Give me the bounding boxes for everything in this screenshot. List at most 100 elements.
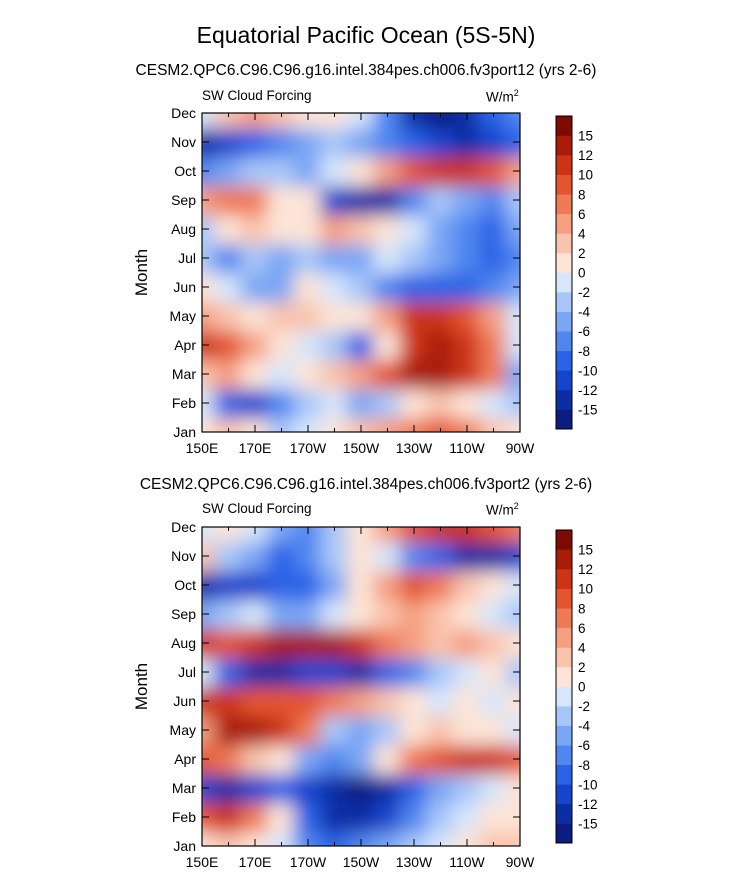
panel-1-cell xyxy=(373,126,402,158)
panel-2-cell xyxy=(202,772,217,804)
panel-1-cell xyxy=(320,271,349,303)
panel-2-colorbar-label: 0 xyxy=(578,680,586,695)
panel-1-cell xyxy=(505,358,520,390)
panel-1-cell xyxy=(293,387,323,419)
panel-2-cell xyxy=(267,527,296,543)
panel-1-cell xyxy=(399,213,429,245)
panel-2-ytick-label: Jul xyxy=(178,664,196,680)
panel-1-ytick-label: Jun xyxy=(173,279,196,295)
panel-1-cell xyxy=(346,416,376,432)
panel-2-cell xyxy=(452,656,482,688)
panel-2-colorbar-label: 4 xyxy=(578,640,586,655)
panel-2-colorbar-label: 6 xyxy=(578,621,586,636)
panel-2-cell xyxy=(452,540,482,572)
panel-2-ytick-label: May xyxy=(170,722,196,738)
panel-1-cell xyxy=(505,184,520,216)
panel-2-colorbar-label: 10 xyxy=(578,582,593,597)
panel-1-cell xyxy=(214,184,243,216)
panel-2-cell xyxy=(214,627,243,659)
panel-2-cell xyxy=(346,540,376,572)
panel-1-colorbar-box xyxy=(556,213,572,234)
panel-2-cell xyxy=(293,540,323,572)
panel-1-cell xyxy=(346,184,376,216)
panel-1-colorbar-box xyxy=(556,331,572,352)
panel-1-cell xyxy=(202,329,217,361)
panel-1-ytick-label: Sep xyxy=(171,192,196,208)
panel-1-colorbar-label: -15 xyxy=(578,402,598,417)
panel-2-cell xyxy=(426,830,455,846)
panel-1-cell xyxy=(452,358,482,390)
panel-2-cell xyxy=(214,685,243,717)
panel-2-heatmap xyxy=(202,527,520,846)
panel-1-cell xyxy=(505,242,520,274)
panel-1-xtick-label: 170W xyxy=(290,440,327,456)
panel-1-cell xyxy=(214,155,243,187)
panel-2-cell xyxy=(240,714,270,746)
panel-2-cell xyxy=(426,527,455,543)
panel-2-colorbar-box xyxy=(556,608,572,629)
panel-2-cell xyxy=(399,743,429,775)
panel-1-colorbar-box xyxy=(556,409,572,430)
panel-2-xtick-label: 170W xyxy=(290,854,327,870)
panel-1-colorbar-box xyxy=(556,155,572,175)
panel-2-cell xyxy=(346,569,376,601)
panel-2-colorbar-box xyxy=(556,764,572,785)
panel-1-cell xyxy=(267,300,296,332)
panel-2-colorbar-box xyxy=(556,588,572,609)
panel-1-cell xyxy=(202,113,217,129)
panel-2-cell xyxy=(293,569,323,601)
panel-1-cell xyxy=(426,416,455,432)
panel-2-colorbar-box xyxy=(556,706,572,726)
panel-2-colorbar-box xyxy=(556,549,572,570)
panel-1-cell xyxy=(320,113,349,129)
panel-1-cell xyxy=(267,416,296,432)
panel-1-colorbar-label: -2 xyxy=(578,285,590,300)
panel-2-cell xyxy=(293,685,323,717)
panel-2-colorbar-box xyxy=(556,666,572,687)
panel-2-colorbar-box xyxy=(556,784,572,805)
panel-2-cell xyxy=(373,656,402,688)
panel-1-cell xyxy=(373,416,402,432)
panel-1-cell xyxy=(202,300,217,332)
panel-1-xtick-label: 130W xyxy=(396,440,433,456)
panel-2-cell xyxy=(426,743,455,775)
panel-1-cell xyxy=(214,213,243,245)
panel-1-ytick-label: Oct xyxy=(174,163,196,179)
panel-2-ytick-label: Sep xyxy=(171,606,196,622)
panel-1-cell xyxy=(373,113,402,129)
panel-2-cell xyxy=(202,527,217,543)
panel-2-ytick-label: Aug xyxy=(171,635,196,651)
panel-2-cell xyxy=(426,772,455,804)
panel-1-cell xyxy=(240,213,270,245)
panel-2-xtick-label: 130W xyxy=(396,854,433,870)
panel-2-cell xyxy=(479,830,508,846)
panel-1-ytick-label: Jul xyxy=(178,250,196,266)
panel-2-cell xyxy=(373,598,402,630)
panel-1-cell xyxy=(240,242,270,274)
panel-1-cell xyxy=(202,358,217,390)
panel-1-cell xyxy=(240,184,270,216)
panel-2-cell xyxy=(505,801,520,833)
panel-2-cell xyxy=(293,527,323,543)
panel-2-cell xyxy=(452,714,482,746)
panel-2-colorbar-label: -6 xyxy=(578,738,590,753)
panel-1-cell xyxy=(373,387,402,419)
panel-1-cell xyxy=(240,358,270,390)
panel-1-cell xyxy=(346,300,376,332)
panel-1-cell xyxy=(373,271,402,303)
panel-2-cell xyxy=(320,569,349,601)
panel-2-colorbar-label: 8 xyxy=(578,601,586,616)
panel-1-cell xyxy=(479,126,508,158)
panel-1-cell xyxy=(505,329,520,361)
panel-1-cell xyxy=(505,271,520,303)
panel-1-cell xyxy=(399,242,429,274)
panel-1-cell xyxy=(346,113,376,129)
panel-1-cell xyxy=(399,300,429,332)
panel-2-cell xyxy=(240,685,270,717)
panel-2-ytick-label: Mar xyxy=(172,780,196,796)
panel-1-cell xyxy=(452,184,482,216)
panel-1-cell xyxy=(293,113,323,129)
panel-2-cell xyxy=(214,569,243,601)
panel-2-cell xyxy=(267,830,296,846)
